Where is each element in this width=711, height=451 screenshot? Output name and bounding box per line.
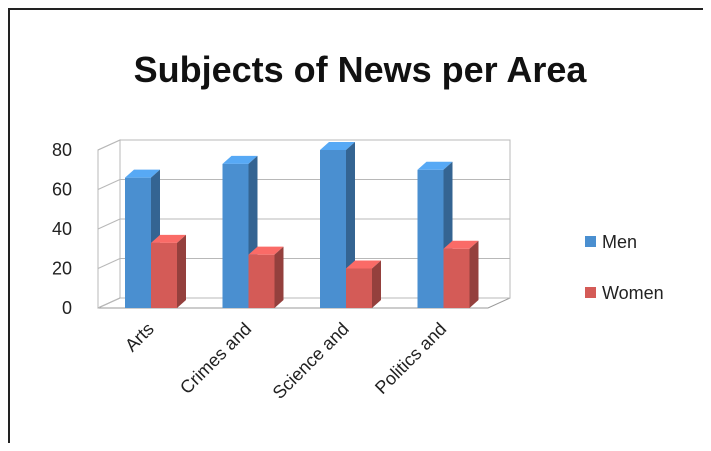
bar-top — [346, 260, 381, 269]
x-tick-label: Politics and — [371, 319, 450, 398]
bar-top — [222, 155, 258, 164]
bar-women-3 — [346, 260, 381, 308]
legend: Men Women — [585, 232, 664, 303]
bar-top — [320, 142, 355, 150]
bar-front — [125, 177, 151, 308]
bar-women-1 — [151, 234, 186, 308]
gridline-side — [97, 139, 121, 151]
bar-front — [320, 150, 346, 308]
bar-front — [248, 254, 275, 308]
gridline-side — [97, 297, 121, 309]
legend-label-women: Women — [602, 283, 664, 303]
gridline-side — [97, 258, 121, 269]
x-tick-label: Crimes and — [176, 319, 255, 398]
bar-men-4 — [417, 161, 453, 308]
bars — [125, 142, 479, 308]
y-axis-ticks: 0 20 40 60 80 — [52, 140, 72, 318]
bar-front — [346, 268, 372, 308]
bar-top — [248, 246, 284, 255]
x-axis-ticks: Arts Crimes and Science and Politics and — [121, 319, 450, 403]
bar-front — [417, 169, 444, 308]
y-tick-label: 40 — [52, 219, 72, 239]
gridline-side — [97, 179, 121, 190]
y-tick-label: 60 — [52, 180, 72, 200]
bar-top — [125, 169, 160, 178]
chart-frame — [8, 8, 703, 443]
bar-side — [469, 240, 479, 308]
bar-top — [443, 240, 479, 249]
gridline-side — [97, 218, 121, 230]
y-tick-label: 20 — [52, 259, 72, 279]
bar-top — [417, 161, 453, 170]
bar-front — [222, 163, 249, 308]
bar-side — [177, 234, 186, 308]
bar-side — [274, 246, 284, 308]
bar-side — [372, 260, 381, 308]
bar-front — [151, 242, 177, 308]
chart-title: Subjects of News per Area — [134, 49, 588, 90]
bar-women-2 — [248, 246, 284, 308]
legend-swatch-women — [585, 287, 596, 298]
bar-top — [151, 234, 186, 243]
y-tick-label: 0 — [62, 298, 72, 318]
legend-label-men: Men — [602, 232, 637, 252]
legend-swatch-men — [585, 236, 596, 247]
y-tick-label: 80 — [52, 140, 72, 160]
bar-front — [443, 248, 470, 308]
bar-women-4 — [443, 240, 479, 308]
x-tick-label: Science and — [269, 319, 353, 403]
x-tick-label: Arts — [121, 319, 158, 356]
